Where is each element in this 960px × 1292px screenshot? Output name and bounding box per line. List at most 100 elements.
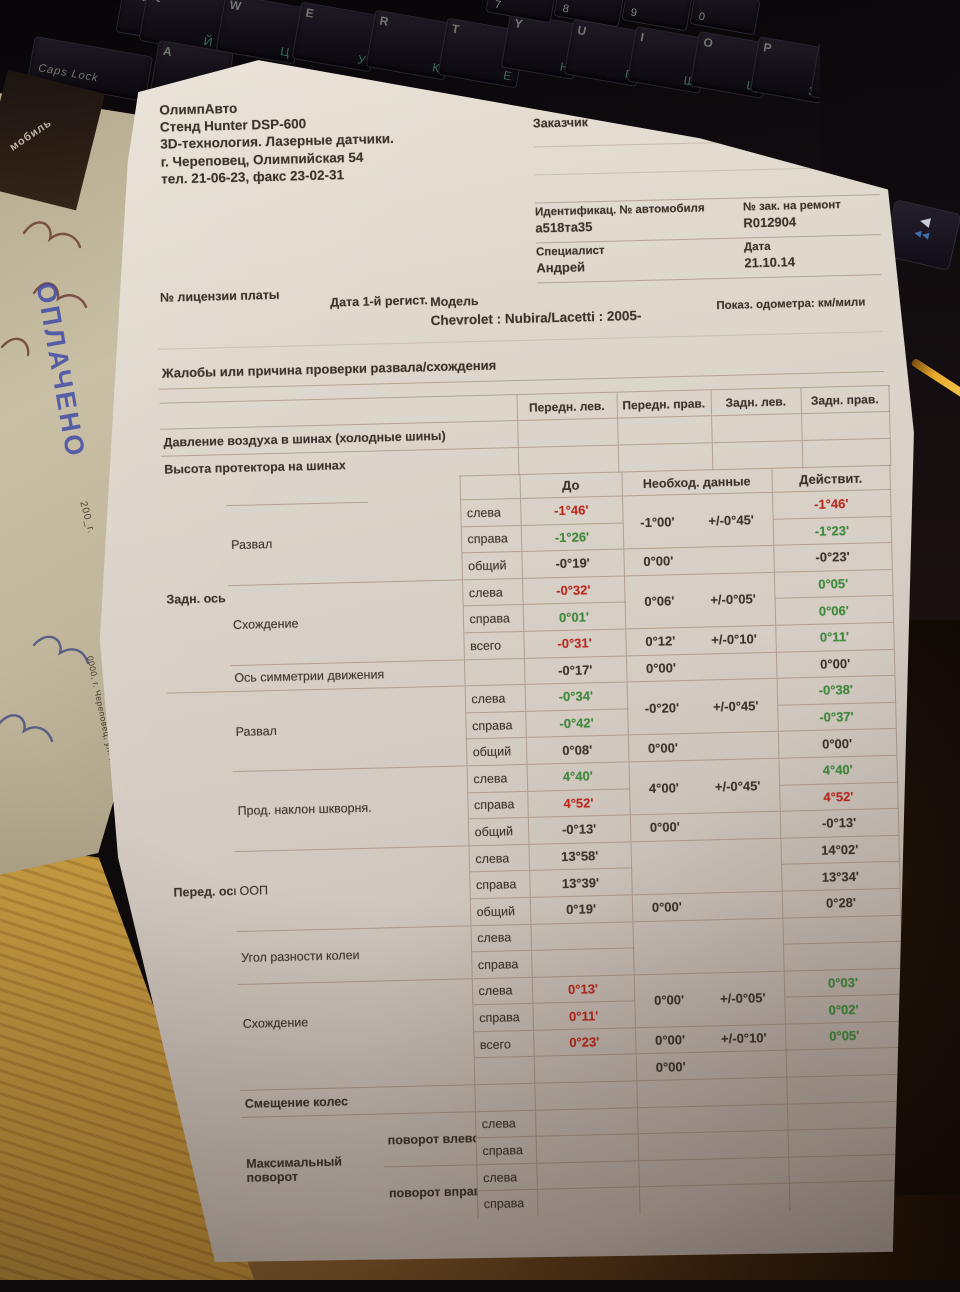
required-cell: 0°00' +/-0°05'	[633, 970, 785, 1028]
col-header: Задн. прав.	[800, 385, 890, 414]
value-cell	[534, 1080, 637, 1110]
value-cell	[782, 914, 901, 945]
value-cell: -0°13'	[527, 815, 631, 845]
sub-label: поворот вправ.	[384, 1164, 478, 1221]
col-header-actual: Действит.	[771, 465, 890, 493]
value-cell: 0°06'	[774, 595, 894, 626]
sub-label: поворот влево	[383, 1111, 477, 1167]
value-cell: 0°13'	[531, 974, 635, 1004]
side-label: слева	[466, 764, 528, 793]
side-label: слева	[462, 578, 523, 607]
axis-label: Перед. ось	[166, 691, 241, 1093]
required-cell: 0°12' +/-0°10'	[625, 625, 776, 656]
vehicle-info-block: Идентификац. № автомобиля а518та35 № зак…	[534, 194, 882, 284]
cell	[801, 438, 891, 468]
value-cell: -0°32'	[521, 575, 625, 605]
param-label: Угол разности колеи	[236, 927, 380, 985]
cell	[517, 418, 618, 448]
value-cell: -0°19'	[521, 549, 624, 579]
value-cell: -0°42'	[525, 708, 628, 738]
cell	[379, 978, 474, 1061]
side-label: общий	[467, 817, 529, 846]
value-cell: 0°23'	[533, 1027, 636, 1057]
side-label: слева	[464, 684, 526, 713]
value-cell: -1°26'	[520, 522, 624, 552]
side-label: справа	[471, 950, 532, 979]
cell	[801, 411, 890, 441]
side-label: слева	[471, 977, 533, 1006]
value-cell: 13°58'	[528, 841, 632, 871]
info-cell: Идентификац. № автомобиля а518та35	[535, 201, 744, 235]
cell	[459, 474, 521, 500]
side-label: всего	[463, 631, 524, 660]
required-cell: 4°00' +/-0°45'	[628, 758, 780, 816]
side-label: слева	[476, 1163, 537, 1192]
value-cell: 0°05'	[784, 1021, 904, 1051]
specialist-value: Андрей	[536, 259, 586, 276]
info-cell: № зак. на ремонт R012904	[743, 199, 842, 230]
cell	[162, 482, 227, 508]
side-label: справа	[467, 790, 528, 819]
customer-label: Заказчик	[532, 115, 589, 131]
param-label: Развал	[226, 502, 371, 586]
repair-order-label: № зак. на ремонт	[742, 199, 842, 214]
side-label: всего	[473, 1030, 534, 1059]
side-label: справа	[469, 870, 530, 899]
value-cell: 0°11'	[775, 622, 894, 652]
value-cell	[536, 1160, 639, 1190]
col-header-required: Необход. данные	[621, 468, 772, 496]
required-cell	[636, 1103, 788, 1135]
cell	[473, 1056, 535, 1085]
form-fragment-label: мобиль	[7, 116, 55, 154]
param-label: Прод. наклон шкворня.	[232, 768, 377, 852]
info-cell: Дата 21.10.14	[744, 240, 796, 271]
value-cell: 0°28'	[781, 888, 901, 918]
side-label: справа	[460, 525, 522, 554]
value-cell: 4°52'	[527, 788, 630, 818]
cell	[374, 765, 469, 848]
keyboard-digit-key: 0	[689, 0, 761, 36]
side-label: справа	[476, 1189, 538, 1218]
side-label: общий	[465, 737, 527, 766]
vehicle-id-value: а518та35	[535, 219, 593, 236]
value-cell	[531, 947, 634, 978]
value-cell	[535, 1134, 639, 1164]
side-label: справа	[475, 1136, 537, 1165]
value-cell: 0°03'	[783, 967, 903, 998]
keyboard-digit-key: 9	[621, 0, 693, 32]
cell	[617, 415, 712, 446]
value-cell	[786, 1100, 906, 1131]
side-label: слева	[470, 923, 532, 952]
date-value: 21.10.14	[744, 254, 796, 271]
complaints-label: Жалобы или причина проверки развала/схож…	[161, 357, 497, 381]
required-cell: -1°00' +/-0°45'	[622, 492, 774, 550]
cell	[370, 579, 464, 662]
first-reg-label: Дата 1-й регист.	[330, 293, 428, 310]
param-label: Максимальный поворот	[241, 1113, 386, 1224]
odometer-label: Показ. одометра: км/мили	[716, 296, 866, 313]
value-cell	[785, 1047, 905, 1078]
side-label: слева	[475, 1109, 536, 1139]
cell	[378, 925, 472, 981]
value-cell	[536, 1187, 640, 1217]
value-cell: -1°46'	[520, 495, 623, 526]
value-cell: -0°31'	[523, 628, 626, 659]
param-label: Развал	[230, 688, 375, 772]
cell	[474, 1083, 535, 1112]
side-label: слева	[468, 844, 530, 873]
value-cell	[788, 1154, 907, 1184]
side-label: справа	[462, 604, 524, 633]
info-row: Специалист Андрей Дата 21.10.14	[535, 234, 882, 284]
model-value: Chevrolet : Nubira/Lacetti : 2005-	[430, 307, 642, 329]
alignment-table: До Необход. данные Действит. Задн. ось Р…	[162, 465, 908, 1225]
required-cell: 0°00'	[625, 651, 777, 683]
value-cell	[786, 1074, 905, 1104]
required-cell: 0°00'	[623, 545, 774, 576]
required-cell	[638, 1156, 789, 1188]
side-label: справа	[472, 1003, 534, 1032]
value-cell: 13°39'	[529, 868, 632, 898]
required-cell: 0°00'	[635, 1050, 787, 1081]
required-cell: 0°00'	[631, 891, 783, 922]
value-cell: 0°00'	[777, 728, 897, 759]
value-cell	[534, 1107, 638, 1137]
